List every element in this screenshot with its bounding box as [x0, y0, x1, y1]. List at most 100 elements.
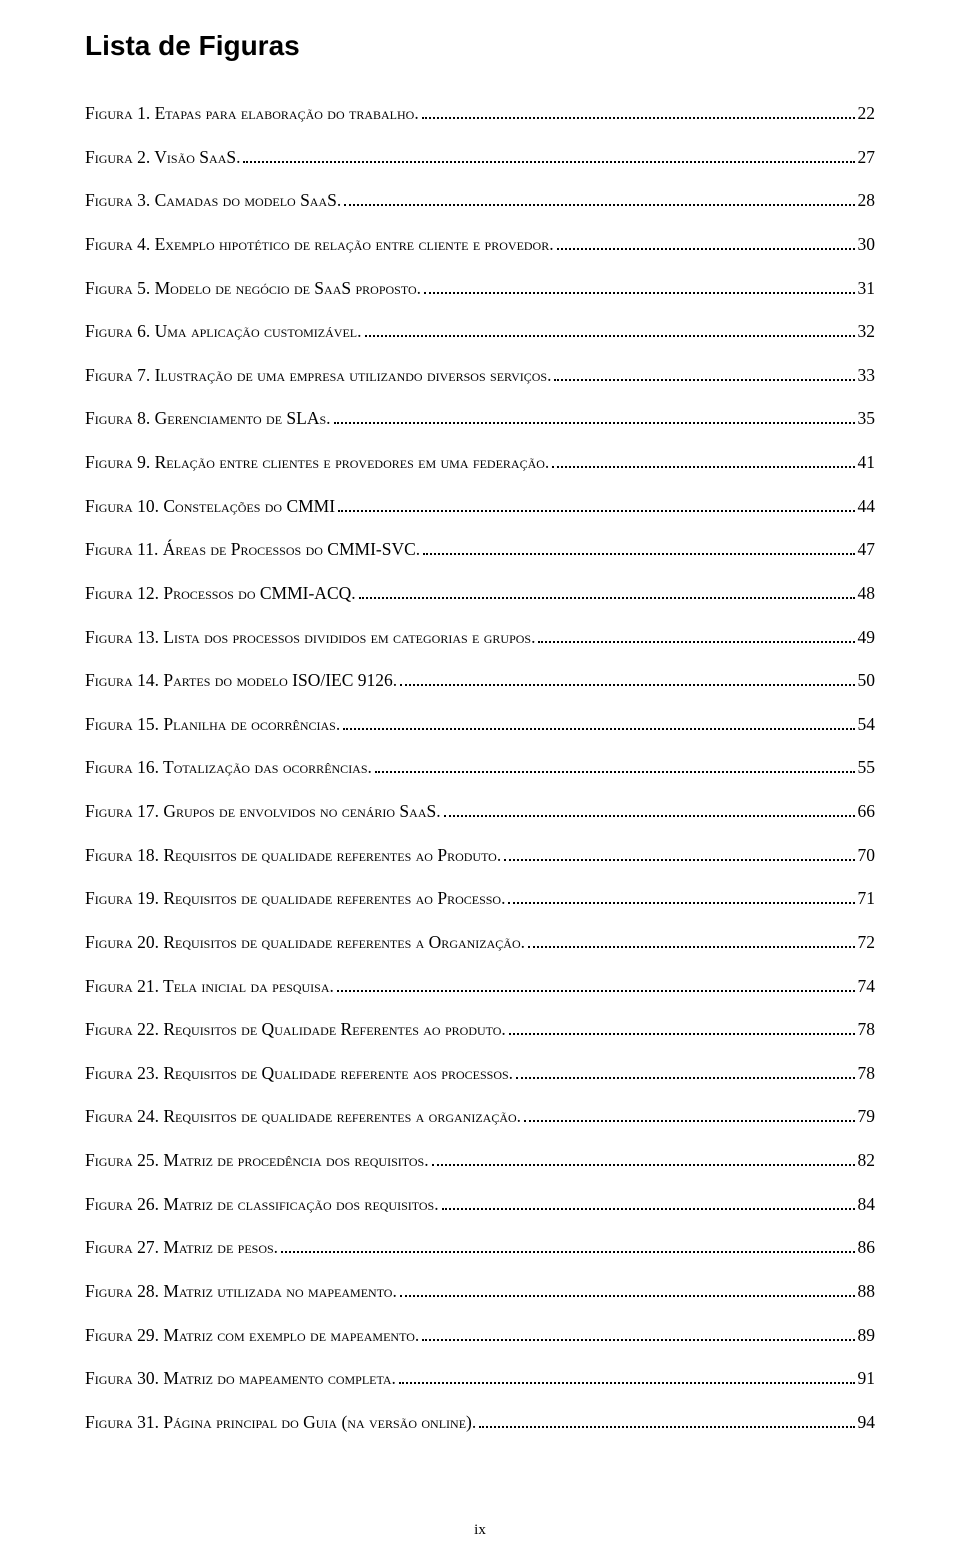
toc-entry-page: 70: [858, 844, 876, 868]
toc-entry-label: Figura 28. Matriz utilizada no mapeament…: [85, 1280, 397, 1304]
toc-leader-dots: [423, 540, 854, 555]
toc-entry: Figura 5. Modelo de negócio de SaaS prop…: [85, 277, 875, 301]
toc-entry-page: 50: [858, 669, 876, 693]
toc-entry-label: Figura 6. Uma aplicação customizável.: [85, 320, 362, 344]
toc-entry: Figura 26. Matriz de classificação dos r…: [85, 1193, 875, 1217]
toc-entry: Figura 18. Requisitos de qualidade refer…: [85, 844, 875, 868]
toc-entry: Figura 11. Áreas de Processos do CMMI-SV…: [85, 538, 875, 562]
toc-entry-label: Figura 25. Matriz de procedência dos req…: [85, 1149, 429, 1173]
page-title: Lista de Figuras: [85, 30, 875, 62]
toc-entry: Figura 31. Página principal do Guia (na …: [85, 1411, 875, 1435]
toc-entry: Figura 28. Matriz utilizada no mapeament…: [85, 1280, 875, 1304]
toc-entry-page: 22: [858, 102, 876, 126]
toc-entry: Figura 30. Matriz do mapeamento completa…: [85, 1367, 875, 1391]
toc-leader-dots: [334, 410, 855, 425]
toc-leader-dots: [508, 889, 854, 904]
toc-entry-label: Figura 12. Processos do CMMI-ACQ.: [85, 582, 356, 606]
toc-entry: Figura 23. Requisitos de Qualidade refer…: [85, 1062, 875, 1086]
toc-entry: Figura 2. Visão SaaS. 27: [85, 146, 875, 170]
toc-entry: Figura 3. Camadas do modelo SaaS.28: [85, 189, 875, 213]
toc-entry-label: Figura 10. Constelações do CMMI: [85, 495, 335, 519]
toc-leader-dots: [400, 671, 854, 686]
toc-leader-dots: [338, 497, 854, 512]
toc-entry-label: Figura 4. Exemplo hipotético de relação …: [85, 233, 554, 257]
toc-entry-page: 94: [858, 1411, 876, 1435]
toc-entry-label: Figura 21. Tela inicial da pesquisa.: [85, 975, 334, 999]
toc-entry-page: 71: [858, 887, 876, 911]
toc-leader-dots: [516, 1064, 854, 1079]
toc-leader-dots: [528, 933, 854, 948]
toc-leader-dots: [442, 1195, 855, 1210]
toc-entry-page: 35: [858, 407, 876, 431]
toc-leader-dots: [554, 366, 854, 381]
toc-entry-label: Figura 24. Requisitos de qualidade refer…: [85, 1105, 521, 1129]
toc-entry: Figura 1. Etapas para elaboração do trab…: [85, 102, 875, 126]
toc-entry: Figura 17. Grupos de envolvidos no cenár…: [85, 800, 875, 824]
toc-entry-page: 72: [858, 931, 876, 955]
toc-entry-page: 84: [858, 1193, 876, 1217]
toc-entry-page: 55: [858, 756, 876, 780]
toc-leader-dots: [552, 453, 854, 468]
toc-entry: Figura 9. Relação entre clientes e prove…: [85, 451, 875, 475]
toc-leader-dots: [365, 322, 855, 337]
toc-entry-page: 49: [858, 626, 876, 650]
toc-entry-page: 88: [858, 1280, 876, 1304]
toc-entry: Figura 25. Matriz de procedência dos req…: [85, 1149, 875, 1173]
toc-entry: Figura 29. Matriz com exemplo de mapeame…: [85, 1324, 875, 1348]
toc-entry-page: 28: [858, 189, 876, 213]
toc-entry: Figura 22. Requisitos de Qualidade Refer…: [85, 1018, 875, 1042]
toc-entry-label: Figura 20. Requisitos de qualidade refer…: [85, 931, 525, 955]
toc-entry-page: 41: [858, 451, 876, 475]
toc-leader-dots: [524, 1108, 854, 1123]
toc-entry-label: Figura 17. Grupos de envolvidos no cenár…: [85, 800, 441, 824]
toc-entry-label: Figura 14. Partes do modelo ISO/IEC 9126…: [85, 669, 397, 693]
toc-entry: Figura 10. Constelações do CMMI44: [85, 495, 875, 519]
toc-leader-dots: [359, 584, 855, 599]
toc-entry-label: Figura 13. Lista dos processos divididos…: [85, 626, 535, 650]
toc-entry-label: Figura 16. Totalização das ocorrências.: [85, 756, 372, 780]
toc-entry-page: 33: [858, 364, 876, 388]
toc-entry-page: 86: [858, 1236, 876, 1260]
toc-entry: Figura 24. Requisitos de qualidade refer…: [85, 1105, 875, 1129]
toc-entry-page: 82: [858, 1149, 876, 1173]
toc-entry-page: 30: [858, 233, 876, 257]
toc-entry-page: 48: [858, 582, 876, 606]
toc-leader-dots: [504, 846, 854, 861]
toc-entry: Figura 19. Requisitos de qualidade refer…: [85, 887, 875, 911]
toc-entry: Figura 7. Ilustração de uma empresa util…: [85, 364, 875, 388]
toc-entry-page: 47: [858, 538, 876, 562]
toc-entry-page: 27: [858, 146, 876, 170]
toc-leader-dots: [422, 1326, 854, 1341]
toc-leader-dots: [400, 1282, 855, 1297]
toc-entry-page: 79: [858, 1105, 876, 1129]
toc-entry-label: Figura 15. Planilha de ocorrências.: [85, 713, 340, 737]
page-number: ix: [0, 1522, 960, 1539]
toc-entry-label: Figura 29. Matriz com exemplo de mapeame…: [85, 1324, 419, 1348]
toc-entry-label: Figura 8. Gerenciamento de SLAs.: [85, 407, 331, 431]
toc-leader-dots: [344, 191, 854, 206]
toc-entry-page: 91: [858, 1367, 876, 1391]
toc-entry: Figura 4. Exemplo hipotético de relação …: [85, 233, 875, 257]
toc-entry-label: Figura 30. Matriz do mapeamento completa…: [85, 1367, 396, 1391]
toc-list: Figura 1. Etapas para elaboração do trab…: [85, 102, 875, 1434]
toc-entry-page: 54: [858, 713, 876, 737]
toc-entry-label: Figura 27. Matriz de pesos.: [85, 1236, 278, 1260]
toc-entry-page: 74: [858, 975, 876, 999]
toc-leader-dots: [243, 148, 854, 163]
toc-entry-page: 66: [858, 800, 876, 824]
toc-entry-label: Figura 22. Requisitos de Qualidade Refer…: [85, 1018, 506, 1042]
toc-entry-label: Figura 2. Visão SaaS.: [85, 146, 240, 170]
toc-entry-page: 78: [858, 1062, 876, 1086]
toc-leader-dots: [424, 279, 855, 294]
toc-leader-dots: [343, 715, 854, 730]
toc-leader-dots: [557, 235, 855, 250]
toc-entry: Figura 16. Totalização das ocorrências. 5…: [85, 756, 875, 780]
toc-leader-dots: [444, 802, 855, 817]
toc-entry-page: 78: [858, 1018, 876, 1042]
toc-entry-label: Figura 9. Relação entre clientes e prove…: [85, 451, 549, 475]
toc-leader-dots: [422, 104, 855, 119]
toc-entry-label: Figura 31. Página principal do Guia (na …: [85, 1411, 476, 1435]
toc-entry-label: Figura 7. Ilustração de uma empresa util…: [85, 364, 551, 388]
toc-entry: Figura 8. Gerenciamento de SLAs. 35: [85, 407, 875, 431]
toc-entry-label: Figura 11. Áreas de Processos do CMMI-SV…: [85, 538, 420, 562]
